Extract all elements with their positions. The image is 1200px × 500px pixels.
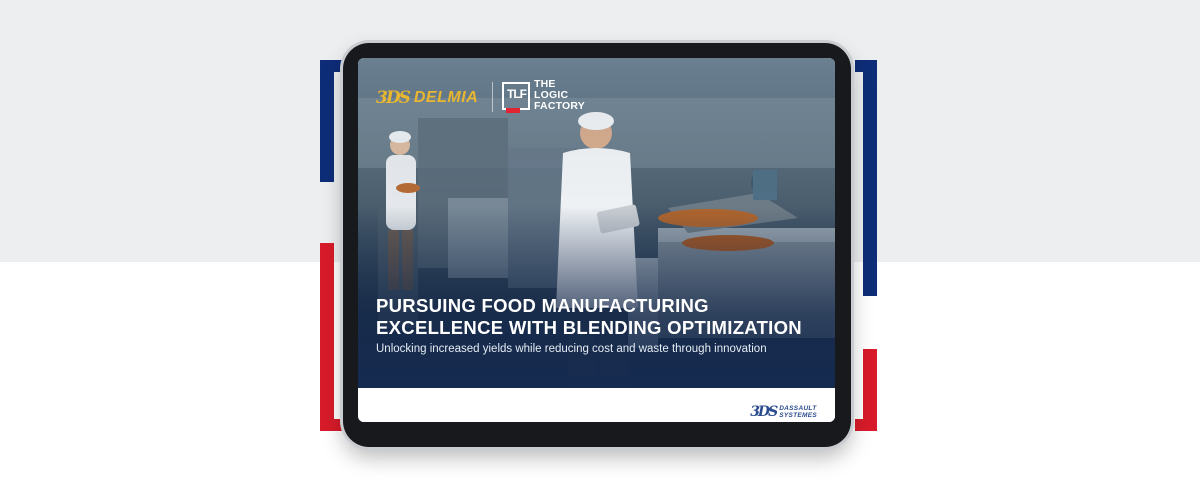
ebook-cover[interactable]: 3DS DELMIA TLF THE LOGIC FACTORY PURSUIN…: [358, 58, 835, 422]
headline-line-1: PURSUING FOOD MANUFACTURING: [376, 295, 709, 316]
tlf-line-3: FACTORY: [534, 100, 585, 112]
headline-line-2: EXCELLENCE WITH BLENDING OPTIMIZATION: [376, 317, 802, 338]
tlf-line-2: LOGIC: [534, 89, 569, 101]
tlf-box-mark: TLF: [502, 81, 530, 113]
left-red-bracket: [320, 243, 342, 431]
cover-headline: PURSUING FOOD MANUFACTURING EXCELLENCE W…: [376, 295, 826, 339]
cover-subtitle: Unlocking increased yields while reducin…: [376, 343, 767, 355]
logic-factory-logo: TLF THE LOGIC FACTORY: [502, 79, 585, 113]
tlf-box-letters: TLF: [507, 86, 527, 101]
dassault-line-2: SYSTEMES: [779, 412, 817, 419]
photo-gradient-overlay: [358, 58, 835, 388]
tlf-red-accent: [506, 107, 520, 113]
logic-factory-wordmark: THE LOGIC FACTORY: [534, 79, 585, 112]
dassault-wordmark: DASSAULT SYSTEMES: [779, 405, 817, 419]
right-blue-bracket: [855, 60, 877, 296]
delmia-logo: 3DS DELMIA: [376, 86, 478, 110]
tlf-line-1: THE: [534, 78, 556, 90]
dassault-systemes-logo: 3DS DASSAULT SYSTEMES: [750, 404, 817, 420]
dassault-3ds-mark: 3DS: [750, 404, 778, 420]
dassault-line-1: DASSAULT: [779, 405, 817, 412]
right-red-bracket: [855, 349, 877, 431]
cover-footer: [358, 388, 835, 422]
left-blue-bracket: [320, 60, 342, 182]
delmia-wordmark: DELMIA: [413, 89, 479, 106]
delmia-3ds-mark: 3DS: [376, 88, 411, 108]
logo-divider: [492, 82, 493, 112]
